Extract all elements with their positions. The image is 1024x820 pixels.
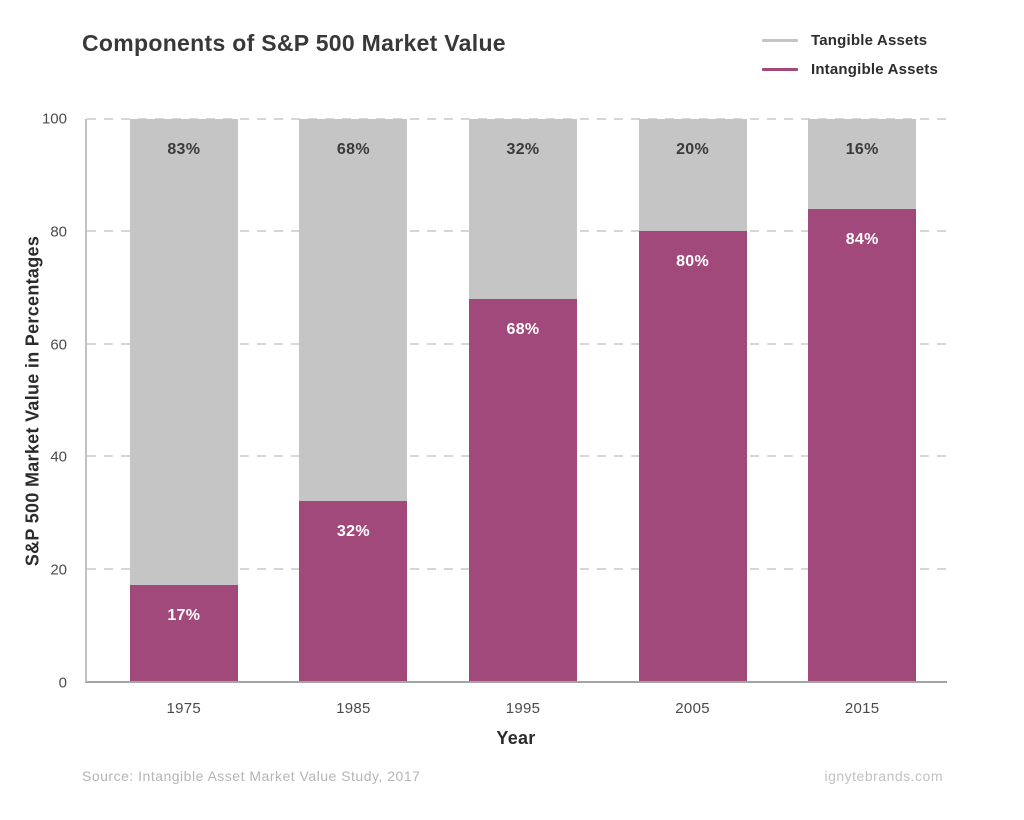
bar-value-label: 68% [336, 141, 370, 159]
bar-segment-intangible-assets: 32% [299, 501, 408, 681]
bar-2015: 16% 84% [808, 119, 917, 681]
bar-value-label: 68% [506, 320, 540, 338]
bar-slot: 32% 68% 1995 [438, 119, 608, 717]
bar-value-label: 17% [167, 607, 201, 625]
bar-value-label: 83% [167, 141, 201, 159]
bar-value-label: 32% [506, 141, 540, 159]
x-tick-label: 1985 [336, 700, 371, 717]
bar-value-label: 16% [845, 141, 879, 159]
bar-segment-intangible-assets: 80% [638, 231, 747, 681]
x-tick-label: 2015 [844, 700, 880, 717]
x-tick-label: 2005 [675, 700, 710, 717]
x-tick-label: 1995 [505, 700, 541, 717]
bar-segment-tangible-assets: 83% [129, 119, 238, 586]
y-tick-label: 0 [58, 674, 67, 692]
legend-label: Intangible Assets [810, 61, 938, 78]
bar-2005: 20% 80% [638, 119, 747, 681]
bar-segment-tangible-assets: 68% [299, 119, 408, 502]
bar-value-label: 84% [845, 230, 879, 248]
bar-slot: 16% 84% 2015 [777, 119, 947, 717]
gridline [87, 118, 947, 120]
x-axis-title: Year [496, 728, 536, 748]
bar-value-label: 80% [676, 253, 710, 271]
bar-1975: 83% 17% [129, 119, 238, 681]
legend: Tangible Assets Intangible Assets [761, 28, 938, 82]
legend-swatch [761, 39, 798, 42]
y-tick-label: 20 [50, 561, 67, 579]
y-tick-label: 80 [50, 223, 67, 241]
bars-row: 83% 17% 1975 68% 32% 1985 32% 68% 1995 20% 80% 2005… [99, 119, 947, 717]
bar-segment-tangible-assets: 32% [468, 119, 577, 299]
y-tick-label: 60 [50, 336, 67, 354]
plot-area: 83% 17% 1975 68% 32% 1985 32% 68% 1995 20% 80% 2005… [85, 118, 947, 717]
y-axis-tick-labels: 0 20 40 60 80 100 [0, 111, 76, 692]
bar-segment-intangible-assets: 17% [129, 585, 238, 681]
bar-segment-tangible-assets: 16% [808, 119, 917, 209]
bar-1985: 68% 32% [299, 119, 408, 681]
bar-slot: 68% 32% 1985 [269, 119, 439, 717]
bar-segment-intangible-assets: 68% [468, 298, 577, 681]
bar-segment-intangible-assets: 84% [808, 208, 917, 681]
bar-slot: 20% 80% 2005 [608, 119, 778, 717]
bar-1995: 32% 68% [468, 119, 577, 681]
bar-segment-tangible-assets: 20% [638, 119, 747, 232]
chart-title: Components of S&P 500 Market Value [82, 30, 506, 56]
legend-label: Tangible Assets [810, 32, 928, 49]
legend-swatch [761, 68, 798, 71]
legend-item: Tangible Assets [761, 28, 938, 53]
source-note: Source: Intangible Asset Market Value St… [82, 768, 421, 784]
legend-item: Intangible Assets [761, 57, 938, 82]
bar-slot: 83% 17% 1975 [99, 119, 269, 717]
x-tick-label: 1975 [166, 700, 202, 717]
y-tick-label: 100 [41, 110, 67, 128]
bar-value-label: 32% [336, 523, 370, 541]
y-tick-label: 40 [50, 448, 67, 466]
bar-value-label: 20% [676, 141, 710, 159]
website-text: ignytebrands.com [824, 768, 943, 784]
